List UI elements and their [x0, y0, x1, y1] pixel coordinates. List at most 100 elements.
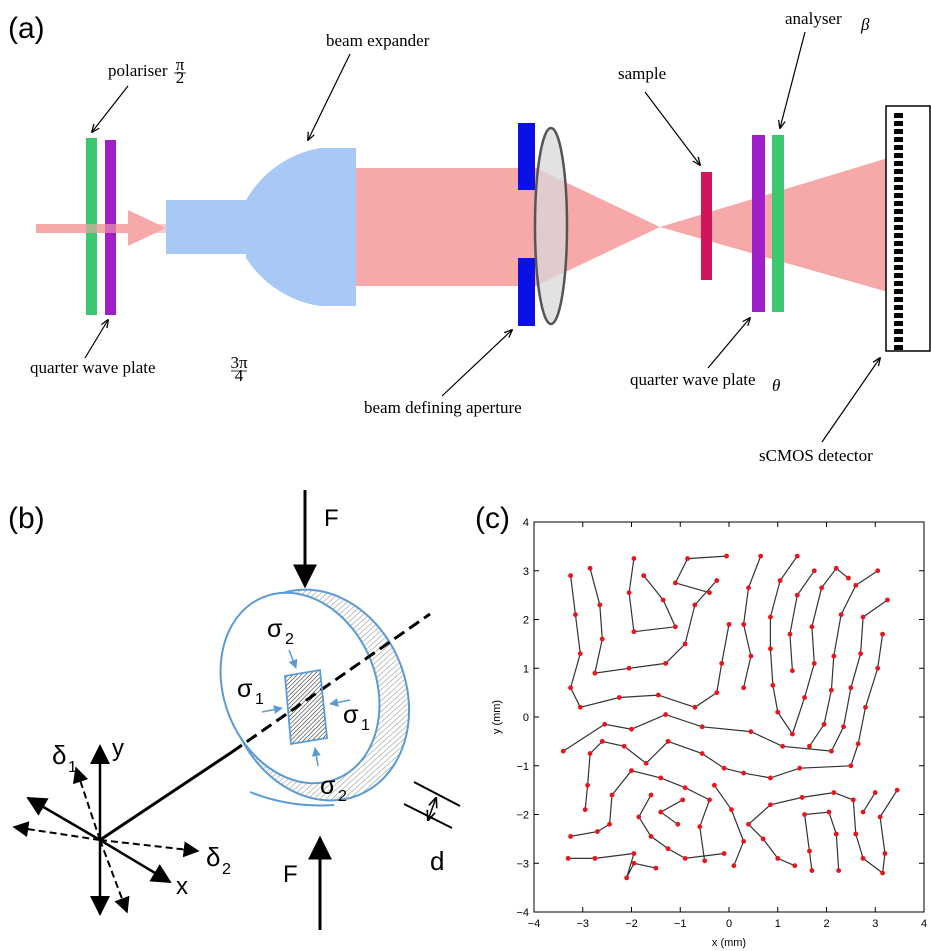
label-analyser: analyser β: [785, 9, 870, 34]
delta1-axis-up: [72, 766, 101, 841]
chart-point: [724, 553, 729, 559]
detector-pointer: [821, 358, 880, 443]
chart-point: [597, 602, 603, 608]
chart-point: [780, 743, 786, 749]
axis-y-label: y: [112, 735, 124, 762]
sigma2-top-symbol: σ: [267, 615, 283, 643]
detector-pixel: [894, 337, 903, 342]
chart-point: [758, 553, 764, 559]
chart-point: [860, 614, 866, 620]
chart-point: [609, 792, 615, 798]
delta2-axis-pos: [99, 839, 200, 858]
chart-point: [848, 685, 854, 691]
label-quarter-wave-right: quarter wave plate θ: [630, 370, 780, 395]
sigma2-top-arrow: [288, 649, 298, 669]
chart-point: [665, 846, 671, 852]
chart-point: [624, 875, 630, 881]
sigma2-top-label: σ 2: [267, 615, 294, 648]
chart-point: [560, 748, 566, 754]
y-tick-label: 3: [523, 566, 529, 578]
chart-point: [741, 685, 747, 691]
chart-point: [680, 797, 686, 803]
polariser-label-text: polariser: [108, 61, 168, 80]
chart-point: [770, 682, 776, 688]
focusing-lens: [533, 126, 569, 326]
optical-axis-dashed: [231, 612, 431, 754]
detector-pixel: [894, 265, 903, 270]
chart-point: [748, 653, 754, 659]
x-tick-label: −3: [576, 918, 589, 930]
x-tick-label: 4: [921, 918, 927, 930]
detector-pixel: [894, 193, 903, 198]
detector-pixel: [894, 281, 903, 286]
chart-point: [841, 724, 846, 730]
detector-pixel: [894, 313, 903, 318]
y-tick-label: −2: [516, 810, 529, 822]
chart-point: [721, 765, 727, 771]
chart-point: [641, 573, 647, 579]
chart-point: [565, 855, 571, 861]
chart-path-series: [570, 769, 711, 861]
chart-point: [692, 704, 698, 710]
detector-pixel: [894, 233, 903, 238]
beam-expander-label: beam expander: [326, 31, 430, 50]
chart-point: [880, 631, 885, 637]
chart-point: [631, 556, 637, 561]
force-bottom-label: F: [283, 861, 298, 888]
chart-point: [853, 582, 859, 588]
chart-point: [831, 790, 837, 795]
beam-expander-pointer: [308, 53, 351, 140]
chart-point: [663, 660, 669, 666]
sigma1-right-symbol: σ: [343, 701, 359, 729]
chart-point: [599, 738, 605, 744]
chart-point: [672, 580, 678, 586]
chart-point: [699, 724, 705, 730]
chart-point: [626, 590, 632, 596]
polariser-label-sub-num: π: [176, 55, 185, 74]
detector-pixel: [894, 209, 903, 214]
chart-point: [629, 768, 634, 774]
chart-point: [573, 612, 578, 618]
force-top-label: F: [324, 505, 339, 532]
chart-point: [877, 814, 883, 820]
detector-pixel: [894, 297, 903, 302]
detector-pixel: [894, 321, 903, 326]
chart-path-series: [638, 794, 725, 860]
chart-point: [592, 670, 598, 676]
sigma1-left-symbol: σ: [237, 675, 253, 703]
chart-point: [714, 690, 720, 696]
chart-point: [587, 565, 593, 571]
chart-point: [768, 614, 773, 620]
axis-ticks: −4 −3 −2 −1 0 1 2 3 4 −4 −3 −2 −1 0 1 2 3 4: [516, 517, 927, 930]
chart-point: [850, 797, 856, 803]
detector-pixel: [894, 201, 903, 206]
detector-pixel: [894, 305, 903, 310]
aperture-label: beam defining aperture: [364, 398, 522, 417]
chart-point: [789, 668, 795, 674]
chart-point: [858, 651, 864, 657]
chart-point: [863, 704, 868, 710]
detector-pixel: [894, 257, 903, 262]
thickness-tick-lower: [403, 803, 453, 829]
polariser-label-sub-den: 2: [176, 68, 185, 87]
chart-path-series: [568, 852, 657, 879]
delta1-axis-down: [99, 839, 130, 914]
chart-point: [853, 831, 859, 837]
chart-path-series: [747, 789, 898, 875]
chart-point: [807, 848, 812, 854]
sigma2-top-sub: 2: [285, 631, 294, 648]
chart-point: [826, 809, 832, 815]
x-tick-label: −4: [528, 918, 541, 930]
delta1-symbol: δ: [52, 740, 66, 770]
y-tick-label: 1: [523, 663, 529, 675]
chart-point: [799, 795, 805, 800]
chart-point: [643, 760, 649, 766]
panel-c-point-path-chart: (c) −4 −3 −2 −1 0 1 2 3 4 −4 −3 −2 −1 0 1 2 3 4 x (mm) y …: [475, 502, 927, 949]
chart-point: [636, 814, 642, 820]
chart-point: [721, 851, 727, 856]
chart-point: [685, 556, 690, 561]
chart-point: [631, 629, 637, 635]
chart-point: [809, 868, 815, 873]
chart-point: [894, 787, 900, 793]
